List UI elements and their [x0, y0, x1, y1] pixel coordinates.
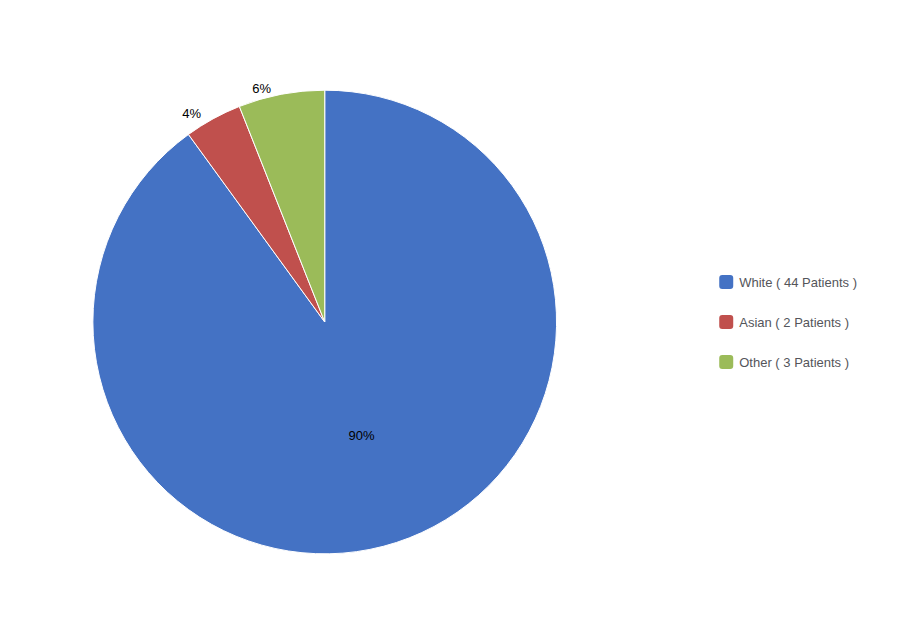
svg-text:White ( 44 Patients ): White ( 44 Patients ) — [739, 275, 857, 290]
svg-text:Other ( 3 Patients ): Other ( 3 Patients ) — [739, 355, 849, 370]
svg-text:4%: 4% — [182, 106, 201, 121]
svg-text:6%: 6% — [252, 81, 271, 96]
svg-text:Asian ( 2 Patients ): Asian ( 2 Patients ) — [739, 315, 849, 330]
svg-text:90%: 90% — [348, 428, 374, 443]
